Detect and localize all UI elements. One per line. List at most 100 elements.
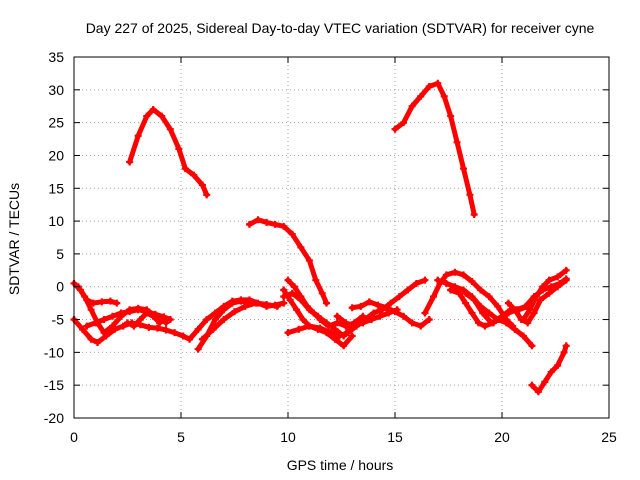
y-tick-label: -20 — [44, 410, 64, 426]
data-point — [468, 277, 476, 285]
data-point — [203, 316, 211, 324]
data-point — [220, 316, 228, 324]
data-point — [194, 345, 202, 353]
data-point — [143, 112, 151, 120]
y-tick-label: 30 — [48, 82, 64, 98]
data-point — [143, 309, 151, 317]
data-point — [400, 312, 408, 320]
data-point — [134, 132, 142, 140]
data-point — [374, 301, 382, 309]
data-point — [532, 293, 540, 301]
data-point — [335, 332, 343, 340]
series-track — [392, 80, 477, 217]
data-point — [425, 83, 433, 91]
data-point — [194, 325, 202, 333]
data-point — [109, 312, 117, 320]
data-point — [290, 283, 298, 291]
data-point — [504, 299, 512, 307]
data-point — [528, 381, 536, 389]
data-point — [91, 319, 99, 327]
data-point — [470, 296, 478, 304]
data-point — [545, 276, 553, 284]
data-point — [316, 316, 324, 324]
data-point — [280, 293, 288, 301]
data-point — [455, 289, 463, 297]
data-point — [519, 332, 527, 340]
data-point — [280, 299, 288, 307]
data-point — [466, 191, 474, 199]
series-arc-15 — [333, 306, 401, 330]
y-tick-label: 0 — [56, 279, 64, 295]
data-point — [171, 329, 179, 337]
y-tick-label: 10 — [48, 213, 64, 229]
data-point — [305, 322, 313, 330]
data-point — [333, 312, 341, 320]
data-point — [254, 216, 262, 224]
series-arc-6 — [70, 296, 288, 347]
data-point — [395, 293, 403, 301]
data-point — [547, 368, 555, 376]
data-point — [98, 298, 106, 306]
data-point — [333, 319, 341, 327]
y-tick-label: -15 — [44, 377, 64, 393]
series-arc-21 — [504, 276, 570, 327]
data-point — [511, 306, 519, 314]
data-point — [87, 335, 95, 343]
data-point — [162, 316, 170, 324]
data-point — [494, 302, 502, 310]
data-point — [350, 322, 358, 330]
data-point — [263, 218, 271, 226]
data-point — [130, 322, 138, 330]
data-point — [417, 92, 425, 100]
data-point — [89, 299, 97, 307]
data-point — [316, 324, 324, 332]
data-point — [323, 299, 331, 307]
data-point — [434, 276, 442, 284]
data-point — [400, 119, 408, 127]
data-point — [231, 308, 238, 316]
y-tick-label: 15 — [48, 180, 64, 196]
data-point — [286, 296, 294, 304]
data-layer — [70, 79, 570, 396]
data-point — [391, 125, 399, 133]
x-tick-label: 5 — [177, 429, 185, 445]
data-point — [408, 319, 416, 327]
series-arc-16 — [348, 298, 433, 330]
data-point — [545, 289, 553, 297]
data-point — [459, 165, 467, 173]
data-point — [186, 335, 194, 343]
data-point — [102, 332, 110, 340]
data-point — [198, 335, 206, 343]
data-point — [562, 342, 570, 350]
data-point — [305, 256, 313, 264]
y-tick-label: -10 — [44, 344, 64, 360]
data-point — [496, 316, 504, 324]
data-point — [162, 326, 170, 334]
chart-title: Day 227 of 2025, Sidereal Day-to-day VTE… — [86, 20, 595, 36]
data-point — [252, 299, 260, 307]
data-point — [404, 286, 412, 294]
series-arc-3 — [391, 79, 478, 219]
data-point — [136, 316, 144, 324]
data-point — [303, 302, 311, 310]
data-point — [111, 325, 119, 333]
data-point — [342, 319, 350, 327]
data-point — [522, 302, 530, 310]
data-point — [447, 286, 455, 294]
data-point — [100, 316, 108, 324]
data-point — [237, 297, 245, 305]
data-point — [211, 309, 219, 317]
series-arc-22 — [519, 266, 570, 324]
data-point — [327, 329, 335, 337]
data-point — [284, 276, 292, 284]
data-point — [124, 319, 131, 327]
data-point — [412, 279, 420, 287]
data-point — [179, 332, 187, 340]
data-point — [119, 322, 127, 330]
data-point — [153, 324, 161, 332]
data-point — [442, 279, 450, 287]
data-point — [310, 309, 318, 317]
data-point — [541, 378, 549, 386]
data-point — [211, 316, 219, 324]
data-point — [479, 309, 487, 317]
